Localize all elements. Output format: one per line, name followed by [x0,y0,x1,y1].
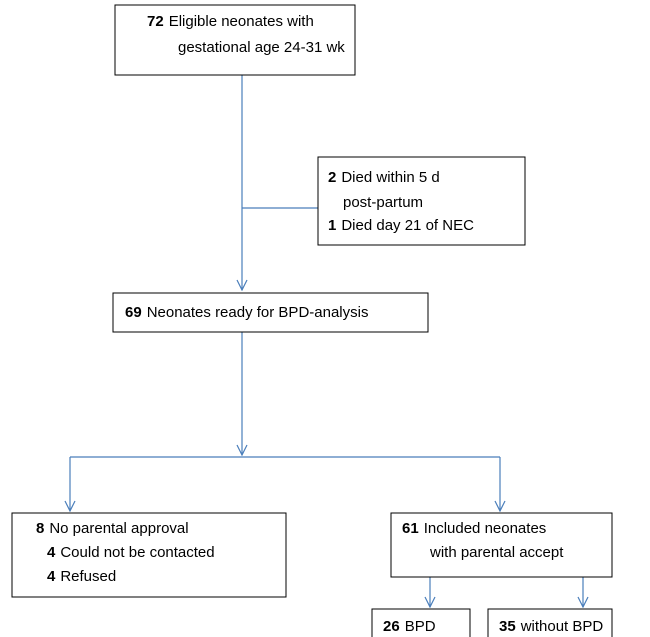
box-line: 8 No parental approval [36,520,189,537]
box-line: 61 Included neonates [402,520,546,537]
box-line: 72 Eligible neonates with [147,13,314,30]
box [11,512,287,598]
box-line: 4 Refused [47,568,116,585]
box [114,4,356,76]
node-box: 69 Neonates ready for BPD-analysis [112,292,429,333]
label: Included neonates [424,520,547,537]
label: Could not be contacted [60,544,214,561]
label: Died day 21 of NEC [341,217,474,234]
box-line: 2 Died within 5 d [328,169,440,186]
label: Refused [60,568,116,585]
box-line: 69 Neonates ready for BPD-analysis [125,304,368,321]
count: 72 [147,13,164,30]
label: No parental approval [49,520,188,537]
box-line: 35 without BPD [499,618,603,635]
count: 69 [125,304,142,321]
box-line: 26 BPD [383,618,436,635]
count: 2 [328,169,336,186]
node-box: 8 No parental approval 4 Could not be conta… [11,512,287,598]
box [487,608,613,637]
node-box: 72 Eligible neonates with gestational age … [114,4,356,76]
count: 1 [328,217,336,234]
node-box: 26 BPD [371,608,471,637]
box [390,512,613,578]
node-box: 35 without BPD [487,608,613,637]
count: 61 [402,520,419,537]
box-line: gestational age 24-31 wk [178,39,345,56]
boxes: 72 Eligible neonates with gestational age … [11,4,613,637]
label: Eligible neonates with [169,13,314,30]
label: Died within 5 d [341,169,439,186]
label: BPD [405,618,436,635]
box-line: with parental accept [429,544,564,561]
count: 4 [47,568,56,585]
node-box: 2 Died within 5 d post-partum 1 Died day 21 … [317,156,526,246]
label: gestational age 24-31 wk [178,39,345,56]
box-line: 4 Could not be contacted [47,544,215,561]
box [317,156,526,246]
box-line: 1 Died day 21 of NEC [328,217,474,234]
count: 8 [36,520,44,537]
label: Neonates ready for BPD-analysis [147,304,369,321]
node-box: 61 Included neonates with parental accept [390,512,613,578]
label: with parental accept [429,544,564,561]
label: post-partum [343,194,423,211]
count: 4 [47,544,56,561]
count: 26 [383,618,400,635]
label: without BPD [520,618,604,635]
box [371,608,471,637]
box-line: post-partum [343,194,423,211]
box [112,292,429,333]
connectors [70,75,583,607]
count: 35 [499,618,516,635]
